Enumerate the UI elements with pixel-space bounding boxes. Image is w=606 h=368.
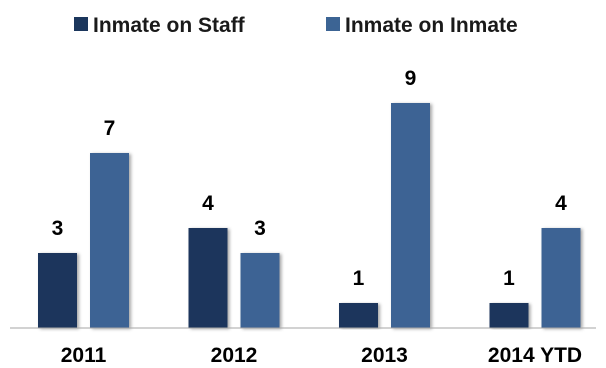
value-label-inmate-on-staff-2013: 1 (353, 267, 365, 290)
bar-inmate-on-staff-2014-ytd (489, 303, 529, 328)
legend-swatch-inmate-on-staff (74, 17, 88, 31)
value-label-inmate-on-inmate-2011: 7 (104, 117, 116, 140)
bar-inmate-on-inmate-2013 (391, 103, 430, 328)
bar-inmate-on-staff-2011 (38, 253, 77, 328)
bar-inmate-on-staff-2012 (188, 228, 228, 328)
value-label-inmate-on-staff-2014-ytd: 1 (503, 267, 515, 290)
bar-inmate-on-inmate-2014-ytd (541, 228, 581, 328)
value-label-inmate-on-inmate-2012: 3 (254, 217, 266, 240)
value-label-inmate-on-staff-2011: 3 (52, 217, 64, 240)
bar-inmate-on-inmate-2011 (90, 153, 129, 328)
legend-entry-inmate-on-inmate: Inmate on Inmate (326, 14, 518, 37)
bar-inmate-on-inmate-2012 (240, 253, 280, 328)
value-label-inmate-on-inmate-2014-ytd: 4 (555, 192, 567, 215)
bars-group (38, 103, 581, 328)
legend-label-inmate-on-staff: Inmate on Staff (93, 14, 246, 37)
x-tick-label-2011: 2011 (61, 344, 107, 367)
legend: Inmate on Staff Inmate on Inmate (74, 14, 518, 37)
x-tick-label-2014-ytd: 2014 YTD (488, 344, 582, 367)
x-axis-tick-labels: 2011 2012 2013 2014 YTD (61, 344, 582, 367)
legend-entry-inmate-on-staff: Inmate on Staff (74, 14, 246, 37)
x-tick-label-2013: 2013 (361, 344, 408, 367)
legend-label-inmate-on-inmate: Inmate on Inmate (345, 14, 518, 37)
value-label-inmate-on-staff-2012: 4 (202, 192, 214, 215)
value-label-inmate-on-inmate-2013: 9 (405, 67, 417, 90)
x-tick-label-2012: 2012 (211, 344, 258, 367)
bar-inmate-on-staff-2013 (339, 303, 378, 328)
legend-swatch-inmate-on-inmate (326, 17, 340, 31)
value-labels-group: 3 7 4 3 1 9 1 4 (52, 67, 568, 290)
